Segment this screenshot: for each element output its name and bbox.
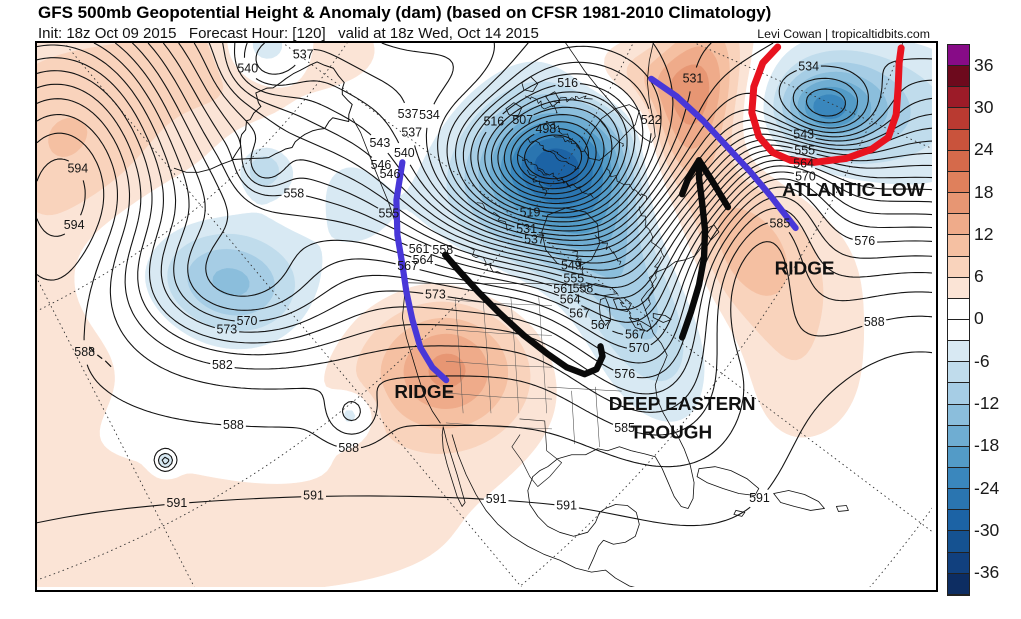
svg-text:573: 573	[216, 323, 237, 337]
svg-text:588: 588	[863, 315, 884, 329]
svg-text:558: 558	[283, 187, 304, 201]
svg-text:570: 570	[628, 341, 649, 355]
svg-text:540: 540	[393, 146, 414, 160]
svg-text:591: 591	[556, 498, 577, 512]
svg-text:591: 591	[749, 491, 770, 505]
svg-text:561: 561	[408, 242, 429, 256]
svg-text:519: 519	[519, 206, 540, 220]
svg-text:531: 531	[516, 222, 537, 236]
svg-text:567: 567	[397, 259, 418, 273]
svg-text:522: 522	[640, 113, 661, 127]
svg-text:543: 543	[793, 127, 814, 141]
svg-text:588: 588	[223, 418, 244, 432]
svg-text:534: 534	[798, 60, 819, 74]
svg-text:576: 576	[614, 367, 635, 381]
svg-text:558: 558	[432, 243, 453, 257]
svg-text:576: 576	[854, 234, 875, 248]
svg-text:534: 534	[419, 108, 440, 122]
svg-text:585: 585	[769, 216, 790, 230]
svg-text:516: 516	[483, 115, 504, 129]
svg-text:549: 549	[560, 259, 581, 273]
svg-text:537: 537	[397, 107, 418, 121]
svg-text:591: 591	[166, 496, 187, 510]
svg-text:564: 564	[559, 293, 580, 307]
svg-text:507: 507	[512, 113, 533, 127]
svg-text:555: 555	[563, 272, 584, 286]
svg-text:594: 594	[67, 161, 88, 175]
svg-text:537: 537	[401, 126, 422, 140]
svg-text:564: 564	[412, 253, 433, 267]
svg-text:567: 567	[590, 318, 611, 332]
svg-text:582: 582	[212, 358, 233, 372]
svg-text:567: 567	[569, 307, 590, 321]
svg-text:537: 537	[292, 48, 313, 62]
svg-text:543: 543	[369, 136, 390, 150]
svg-text:TROUGH: TROUGH	[630, 423, 712, 444]
svg-text:588: 588	[338, 441, 359, 455]
svg-text:ATLANTIC LOW: ATLANTIC LOW	[782, 180, 925, 201]
svg-text:540: 540	[237, 62, 258, 76]
svg-text:555: 555	[378, 207, 399, 221]
svg-text:516: 516	[557, 76, 578, 90]
svg-text:546: 546	[370, 158, 391, 172]
svg-text:DEEP EASTERN: DEEP EASTERN	[608, 394, 755, 415]
svg-text:561: 561	[553, 282, 574, 296]
svg-text:498: 498	[535, 122, 556, 136]
svg-text:564: 564	[793, 157, 814, 171]
svg-text:558: 558	[572, 282, 593, 296]
svg-text:RIDGE: RIDGE	[394, 382, 454, 403]
svg-text:570: 570	[236, 314, 257, 328]
svg-text:RIDGE: RIDGE	[774, 259, 834, 280]
svg-text:591: 591	[485, 492, 506, 506]
svg-text:573: 573	[425, 287, 446, 301]
svg-text:570: 570	[795, 170, 816, 184]
svg-text:588: 588	[74, 345, 95, 359]
svg-text:555: 555	[794, 143, 815, 157]
svg-text:537: 537	[524, 233, 545, 247]
svg-text:546: 546	[379, 167, 400, 181]
svg-text:531: 531	[682, 72, 703, 86]
svg-text:567: 567	[624, 327, 645, 341]
svg-text:585: 585	[614, 421, 635, 435]
svg-text:594: 594	[63, 218, 84, 232]
svg-text:591: 591	[303, 489, 324, 503]
